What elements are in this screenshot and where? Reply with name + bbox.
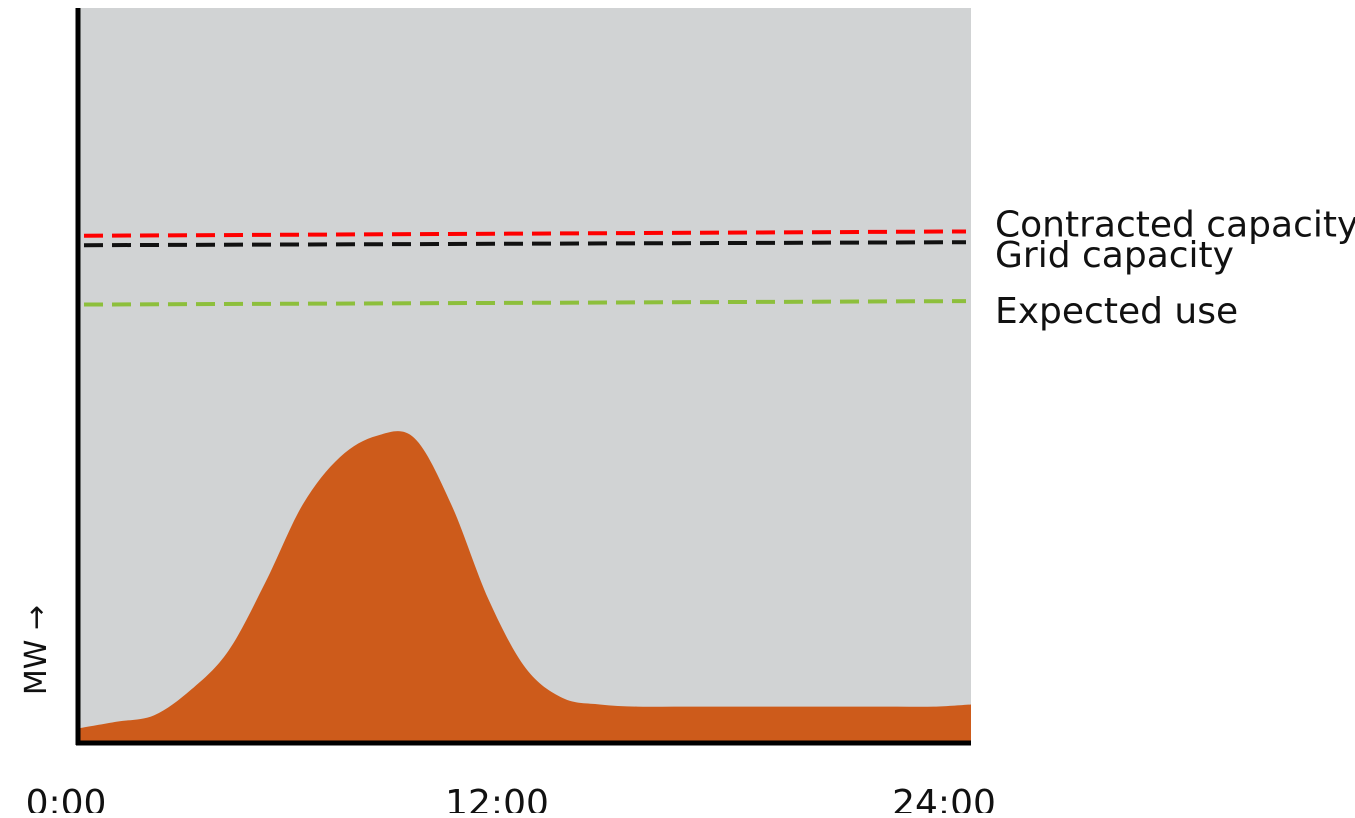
reference-lines-layer [83,229,967,307]
x-tick-label-start: 0:00 [26,783,107,813]
y-axis-title: MW → [19,605,54,695]
reference-line-label-2: Expected use [995,291,1238,332]
x-tick-label-mid: 12:00 [445,783,549,813]
plot-background [78,8,971,743]
reference-line-label-1: Grid capacity [995,235,1234,276]
x-tick-label-end: 24:00 [892,783,996,813]
reference-line-0 [83,229,967,238]
reference-line-2 [83,299,967,307]
area-series-0 [80,431,971,741]
series-layer [80,431,971,741]
reference-line-label-0: Contracted capacity [995,204,1355,245]
reference-line-1 [83,240,967,248]
